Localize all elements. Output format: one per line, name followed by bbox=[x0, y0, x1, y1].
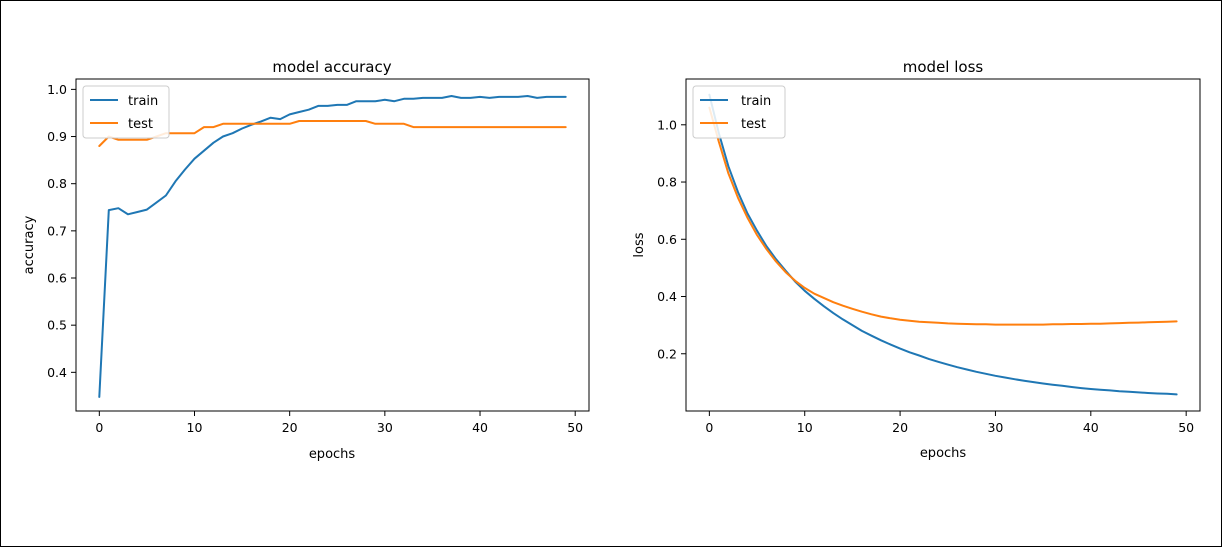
accuracy-x-axis-label: epochs bbox=[309, 447, 356, 462]
accuracy-legend-train-label: train bbox=[128, 94, 158, 109]
loss-y-ticks: 0.2 0.4 0.6 0.8 1.0 bbox=[657, 117, 686, 361]
loss-panel: model loss 0 10 20 30 40 50 0.2 0.4 0.6 0.8 1.0 e… bbox=[632, 58, 1201, 461]
accuracy-lines bbox=[98, 95, 567, 398]
loss-x-ticks: 0 10 20 30 40 50 bbox=[705, 411, 1194, 435]
accuracy-x-tick-label: 0 bbox=[95, 420, 103, 435]
accuracy-y-ticks: 0.4 0.5 0.6 0.7 0.8 0.9 1.0 bbox=[47, 82, 76, 380]
accuracy-x-ticks: 0 10 20 30 40 50 bbox=[95, 411, 583, 435]
accuracy-x-tick-label: 10 bbox=[187, 420, 203, 435]
accuracy-legend-test-label: test bbox=[128, 117, 153, 132]
accuracy-x-tick-label: 40 bbox=[472, 420, 488, 435]
loss-y-tick-label: 0.4 bbox=[657, 289, 677, 304]
accuracy-train-line bbox=[98, 95, 567, 398]
accuracy-x-tick-label: 30 bbox=[377, 420, 393, 435]
loss-legend-train-label: train bbox=[741, 94, 771, 109]
loss-test-line bbox=[708, 106, 1178, 326]
loss-legend: train test bbox=[692, 85, 786, 139]
accuracy-plot-area bbox=[75, 78, 590, 412]
loss-y-tick-label: 0.6 bbox=[657, 232, 677, 247]
accuracy-panel: model accuracy 0 10 20 30 40 50 0.40.50.60.70… bbox=[22, 58, 590, 462]
loss-x-tick-label: 40 bbox=[1083, 420, 1099, 435]
loss-y-axis-label: loss bbox=[632, 232, 647, 257]
loss-x-tick-label: 20 bbox=[892, 420, 908, 435]
accuracy-test-line bbox=[98, 120, 567, 147]
accuracy-y-tick-label: 0.8 bbox=[47, 176, 67, 191]
accuracy-y-axis-label: accuracy bbox=[22, 215, 37, 274]
accuracy-y-tick-label: 0.7 bbox=[47, 223, 67, 238]
accuracy-legend: train test bbox=[82, 85, 170, 139]
accuracy-y-tick-label: 0.5 bbox=[47, 318, 67, 333]
loss-title: model loss bbox=[903, 58, 984, 76]
accuracy-y-tick-label: 0.9 bbox=[47, 129, 67, 144]
loss-lines bbox=[708, 93, 1178, 396]
accuracy-x-tick-label: 20 bbox=[282, 420, 298, 435]
loss-x-tick-label: 10 bbox=[797, 420, 813, 435]
accuracy-x-tick-label: 50 bbox=[567, 420, 583, 435]
loss-y-tick-label: 0.2 bbox=[657, 346, 677, 361]
loss-y-tick-label: 1.0 bbox=[657, 117, 677, 132]
accuracy-y-tick-label: 0.6 bbox=[47, 271, 67, 286]
loss-legend-test-label: test bbox=[741, 117, 766, 132]
loss-y-tick-label: 0.8 bbox=[657, 175, 677, 190]
loss-x-tick-label: 30 bbox=[987, 420, 1003, 435]
accuracy-y-tick-label: 1.0 bbox=[47, 82, 67, 97]
loss-x-tick-label: 0 bbox=[705, 420, 713, 435]
loss-train-line bbox=[708, 93, 1178, 396]
accuracy-title: model accuracy bbox=[272, 58, 391, 76]
loss-x-axis-label: epochs bbox=[920, 446, 967, 461]
loss-x-tick-label: 50 bbox=[1178, 420, 1194, 435]
accuracy-y-tick-label: 0.4 bbox=[47, 365, 67, 380]
loss-plot-area bbox=[685, 78, 1201, 412]
